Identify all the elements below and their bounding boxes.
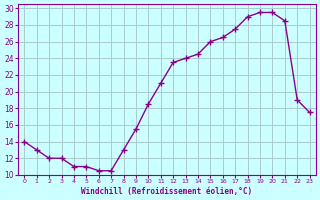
X-axis label: Windchill (Refroidissement éolien,°C): Windchill (Refroidissement éolien,°C) [81,187,252,196]
